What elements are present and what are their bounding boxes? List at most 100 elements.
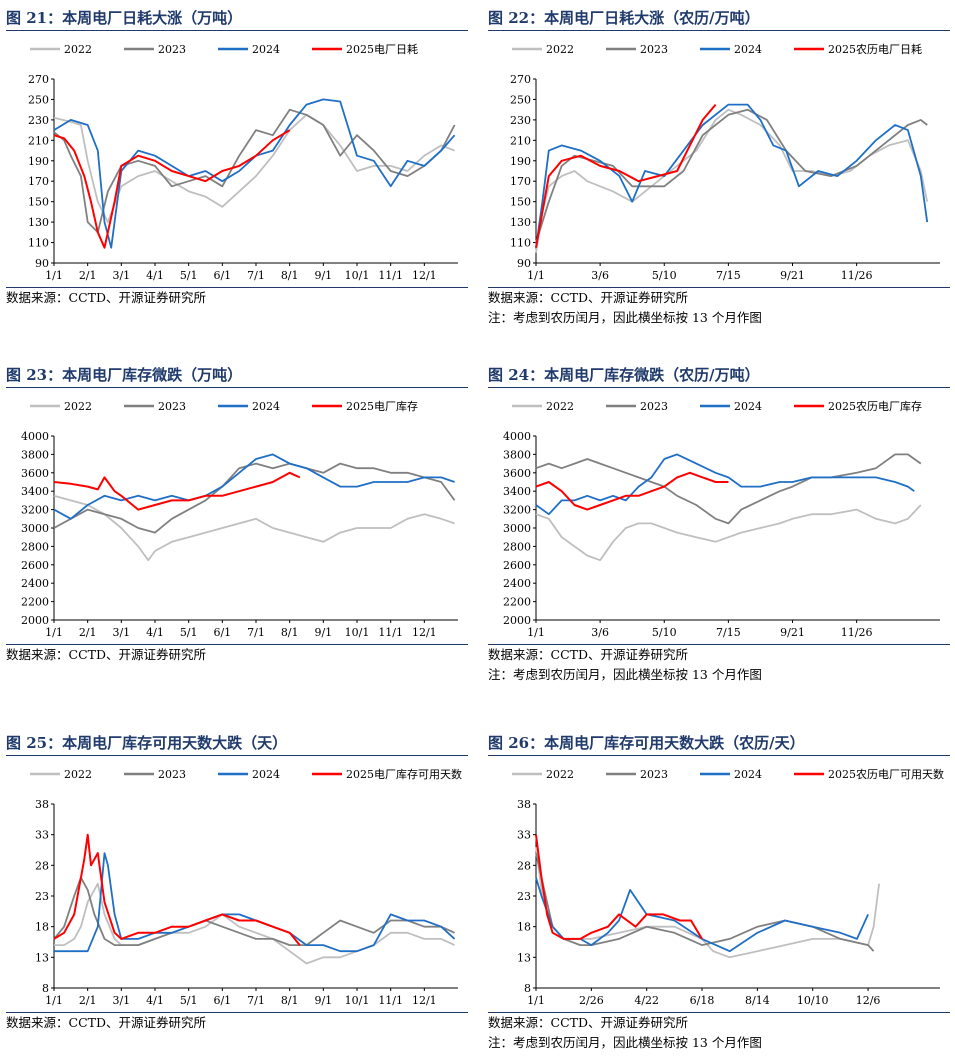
x-tick-label: 4/1 <box>146 626 164 639</box>
y-tick-label: 18 <box>35 921 49 934</box>
legend-label: 2024 <box>734 400 762 413</box>
x-tick-label: 3/1 <box>112 269 130 282</box>
chart-panel-24: 图 24：本周电厂库存微跌（农历/万吨） 2022 2023 2024 2025农历电… <box>488 363 950 685</box>
legend-label: 2022 <box>64 43 92 56</box>
x-tick-label: 12/1 <box>412 269 437 282</box>
note-text: 注：考虑到农历闰月，因此横坐标按 13 个月作图 <box>488 310 762 325</box>
series-line-2024 <box>535 103 929 248</box>
y-tick-label: 90 <box>517 257 531 270</box>
x-tick-label: 9/21 <box>780 269 805 282</box>
legend-label: 2022 <box>546 400 574 413</box>
y-tick-label: 3400 <box>21 485 49 498</box>
chart-panel-22: 图 22：本周电厂日耗大涨（农历/万吨） 2022 2023 2024 2025农历电… <box>488 6 950 328</box>
y-tick-label: 270 <box>28 73 49 86</box>
series-line-2025 <box>53 471 301 511</box>
x-tick-label: 9/1 <box>314 269 332 282</box>
legend-label: 2025电厂库存 <box>346 399 418 413</box>
y-tick-label: 230 <box>510 114 531 127</box>
x-tick-label: 6/1 <box>213 269 231 282</box>
legend-label: 2024 <box>252 400 280 413</box>
legend-label: 2023 <box>640 768 668 781</box>
divider <box>488 287 950 288</box>
y-tick-label: 110 <box>28 237 49 250</box>
y-tick-label: 8 <box>42 982 49 995</box>
series-line-2022 <box>535 108 929 253</box>
series-line-2023 <box>535 453 922 525</box>
x-tick-label: 6/18 <box>690 994 715 1007</box>
x-tick-label: 10/1 <box>345 994 370 1007</box>
y-tick-label: 3800 <box>503 448 531 461</box>
series-line-2023 <box>535 108 928 243</box>
x-tick-label: 11/26 <box>841 626 873 639</box>
y-tick-label: 250 <box>510 93 531 106</box>
y-tick-label: 2800 <box>21 540 49 553</box>
series-line-2022 <box>535 504 922 562</box>
legend-label: 2023 <box>158 768 186 781</box>
x-tick-label: 7/1 <box>247 269 265 282</box>
x-tick-label: 7/1 <box>247 626 265 639</box>
legend-label: 2025农历电厂库存 <box>828 399 922 413</box>
y-tick-label: 3000 <box>21 522 49 535</box>
legend-label: 2022 <box>64 768 92 781</box>
source-text: 数据来源：CCTD、开源证券研究所 <box>6 1015 206 1030</box>
x-tick-label: 4/22 <box>634 994 659 1007</box>
y-tick-label: 2600 <box>21 559 49 572</box>
y-tick-label: 2800 <box>503 540 531 553</box>
y-tick-label: 23 <box>35 890 49 903</box>
chart-title: 图 26：本周电厂库存可用天数大跌（农历/天） <box>488 731 950 756</box>
divider <box>6 287 468 288</box>
x-tick-label: 4/1 <box>146 269 164 282</box>
y-tick-label: 13 <box>35 951 49 964</box>
legend-label: 2024 <box>252 43 280 56</box>
y-tick-label: 13 <box>517 951 531 964</box>
legend-label: 2022 <box>546 43 574 56</box>
x-tick-label: 4/1 <box>146 994 164 1007</box>
source-text: 数据来源：CCTD、开源证券研究所 <box>488 290 688 305</box>
divider <box>6 644 468 645</box>
y-tick-label: 130 <box>510 216 531 229</box>
series-line-2022 <box>53 113 455 224</box>
chart-title: 图 25：本周电厂库存可用天数大跌（天） <box>6 731 468 756</box>
chart-title: 图 21：本周电厂日耗大涨（万吨） <box>6 6 468 31</box>
y-tick-label: 2000 <box>21 614 49 627</box>
x-tick-label: 7/15 <box>716 626 741 639</box>
series-line-2024 <box>535 453 915 516</box>
y-tick-label: 4000 <box>503 430 531 443</box>
x-tick-label: 11/1 <box>378 269 403 282</box>
x-tick-label: 11/26 <box>841 269 873 282</box>
x-tick-label: 3/6 <box>591 626 609 639</box>
x-tick-label: 5/1 <box>180 994 198 1007</box>
x-tick-label: 1/1 <box>527 994 545 1007</box>
y-tick-label: 130 <box>28 216 49 229</box>
y-tick-label: 170 <box>510 175 531 188</box>
x-tick-label: 2/26 <box>579 994 604 1007</box>
y-tick-label: 4000 <box>21 430 49 443</box>
x-tick-label: 10/1 <box>345 269 370 282</box>
chart-title: 图 22：本周电厂日耗大涨（农历/万吨） <box>488 6 950 31</box>
x-tick-label: 10/1 <box>345 626 370 639</box>
legend-label: 2022 <box>546 768 574 781</box>
series-line-2025 <box>535 834 703 940</box>
x-tick-label: 7/15 <box>716 269 741 282</box>
y-tick-label: 3200 <box>21 504 49 517</box>
chart-svg: 2022 2023 2024 2025电厂库存 4000 3800 3600 3400 3200… <box>21 399 458 639</box>
x-tick-label: 8/1 <box>281 626 299 639</box>
series-line-2023 <box>53 108 456 234</box>
y-tick-label: 170 <box>28 175 49 188</box>
divider <box>488 1012 950 1013</box>
y-tick-label: 190 <box>28 155 49 168</box>
x-tick-label: 11/1 <box>378 626 403 639</box>
note-text: 注：考虑到农历闰月，因此横坐标按 13 个月作图 <box>488 667 762 682</box>
legend-label: 2023 <box>640 400 668 413</box>
legend-label: 2022 <box>64 400 92 413</box>
y-tick-label: 3200 <box>503 504 531 517</box>
y-tick-label: 23 <box>517 890 531 903</box>
y-tick-label: 90 <box>35 257 49 270</box>
x-tick-label: 8/1 <box>281 269 299 282</box>
series-line-2022 <box>54 882 455 965</box>
y-tick-label: 2400 <box>21 577 49 590</box>
y-tick-label: 190 <box>510 155 531 168</box>
y-tick-label: 3600 <box>503 467 531 480</box>
chart-panel-25: 图 25：本周电厂库存可用天数大跌（天） 2022 2023 2024 2025电厂库… <box>6 731 468 1033</box>
series-line-2023 <box>53 462 456 534</box>
